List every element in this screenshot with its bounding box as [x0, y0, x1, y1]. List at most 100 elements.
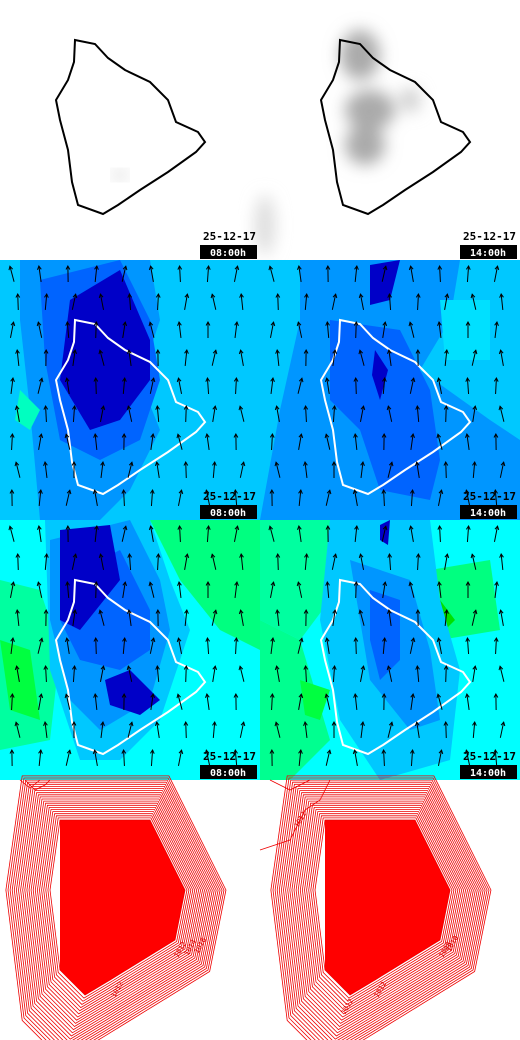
wind-arrow-head: [122, 525, 128, 531]
wind-arrow: [297, 638, 303, 654]
wind-arrow-head: [150, 433, 155, 438]
wind-arrow: [100, 721, 104, 739]
time-box: [460, 245, 517, 259]
wind-arrow: [37, 378, 43, 394]
wind-arrow: [326, 321, 330, 339]
wind-arrow: [44, 721, 48, 739]
wind-arrow-head: [470, 553, 476, 559]
wind-arrow: [410, 694, 414, 710]
wind-arrow: [94, 750, 98, 766]
wind-arrow-head: [121, 692, 127, 698]
wind-arrow-head: [64, 693, 70, 699]
wind-arrow: [206, 377, 210, 395]
wind-arrow-head: [270, 321, 276, 327]
wind-arrow: [72, 350, 76, 366]
wind-arrow: [94, 490, 98, 506]
wind-arrow-head: [155, 404, 160, 410]
wind-arrow: [127, 462, 133, 478]
wind-arrow: [121, 526, 127, 542]
wind-arrow: [128, 553, 132, 571]
wind-arrow: [66, 321, 70, 339]
time-label: 08:00h: [210, 508, 246, 519]
wind-arrow-head: [127, 349, 132, 354]
time-label: 14:00h: [470, 508, 506, 519]
wind-arrow-head: [325, 580, 330, 586]
wind-arrow: [38, 489, 42, 507]
wind-arrow: [149, 378, 155, 394]
time-label: 14:00h: [470, 768, 506, 779]
wind-arrow-head: [93, 433, 98, 438]
wind-arrow: [325, 694, 331, 710]
wind-arrow: [382, 582, 386, 598]
wind-arrow: [66, 378, 70, 394]
wind-arrow: [387, 406, 393, 422]
wind-arrow: [206, 265, 210, 283]
date-label: 25-12-17: [463, 750, 516, 763]
wind-arrow-head: [443, 460, 449, 466]
wind-arrow-head: [150, 693, 155, 698]
wind-arrow-head: [155, 552, 161, 558]
wind-arrow-head: [233, 692, 239, 698]
wind-arrow: [240, 293, 244, 311]
wind-arrow: [269, 266, 275, 282]
wind-arrow-head: [381, 488, 387, 494]
wind-arrow: [270, 637, 274, 655]
wind-arrow-head: [177, 581, 182, 586]
wind-arrow: [494, 749, 498, 767]
wind-arrow: [500, 610, 504, 626]
wind-arrow: [177, 638, 183, 654]
wind-arrow: [381, 526, 387, 542]
wind-arrow-head: [498, 405, 504, 411]
wind-arrow-head: [298, 749, 303, 754]
wind-arrow-head: [98, 293, 104, 299]
date-label: 25-12-17: [463, 230, 516, 243]
wind-arrow-head: [127, 609, 132, 614]
wind-arrow: [387, 666, 393, 682]
wind-arrow-head: [274, 461, 280, 467]
wind-arrow: [16, 406, 20, 422]
wind-arrow: [437, 750, 443, 766]
wind-arrow-head: [494, 321, 499, 326]
wind-arrow: [297, 322, 303, 338]
wind-arrow-head: [43, 404, 49, 410]
wind-arrow-head: [8, 265, 14, 271]
isobar: [41, 811, 194, 1009]
time-box: [460, 765, 517, 779]
wind-arrow: [325, 750, 331, 766]
wind-arrow-head: [148, 321, 154, 327]
isobar: [11, 781, 221, 1040]
wind-arrow-head: [100, 721, 105, 726]
wind-arrow-head: [127, 292, 133, 298]
wind-arrow: [269, 322, 275, 338]
wind-arrow-head: [270, 637, 275, 642]
wind-arrow-head: [493, 432, 499, 438]
wind-arrow: [360, 721, 364, 739]
wind-arrow: [359, 554, 365, 570]
wind-arrow-head: [472, 349, 478, 355]
wind-arrow: [493, 266, 499, 282]
wind-arrow: [437, 490, 443, 506]
wind-arrow: [270, 377, 274, 395]
wind-arrow: [44, 293, 48, 311]
wind-arrow: [184, 609, 188, 627]
wind-arrow-head: [212, 720, 217, 726]
wind-arrow-head: [9, 692, 15, 698]
wind-arrow: [417, 293, 419, 311]
wind-arrow-head: [465, 376, 471, 382]
wind-arrow-head: [268, 265, 274, 271]
isobar: [24, 794, 209, 1034]
wind-arrow: [72, 665, 76, 683]
wind-arrow-head: [464, 489, 470, 495]
wind-arrow-head: [122, 265, 128, 271]
wind-arrow: [150, 749, 154, 767]
wind-arrow-head: [155, 664, 160, 670]
wind-arrow: [445, 665, 447, 683]
isobar: [7, 777, 225, 1040]
wind-arrow-head: [275, 292, 281, 298]
wind-arrow-head: [387, 609, 392, 614]
wind-arrow-head: [122, 636, 127, 642]
wind-arrow: [95, 581, 97, 599]
panel-cloud: [255, 0, 520, 260]
wind-arrow: [444, 609, 448, 627]
wind-arrow: [382, 637, 386, 655]
